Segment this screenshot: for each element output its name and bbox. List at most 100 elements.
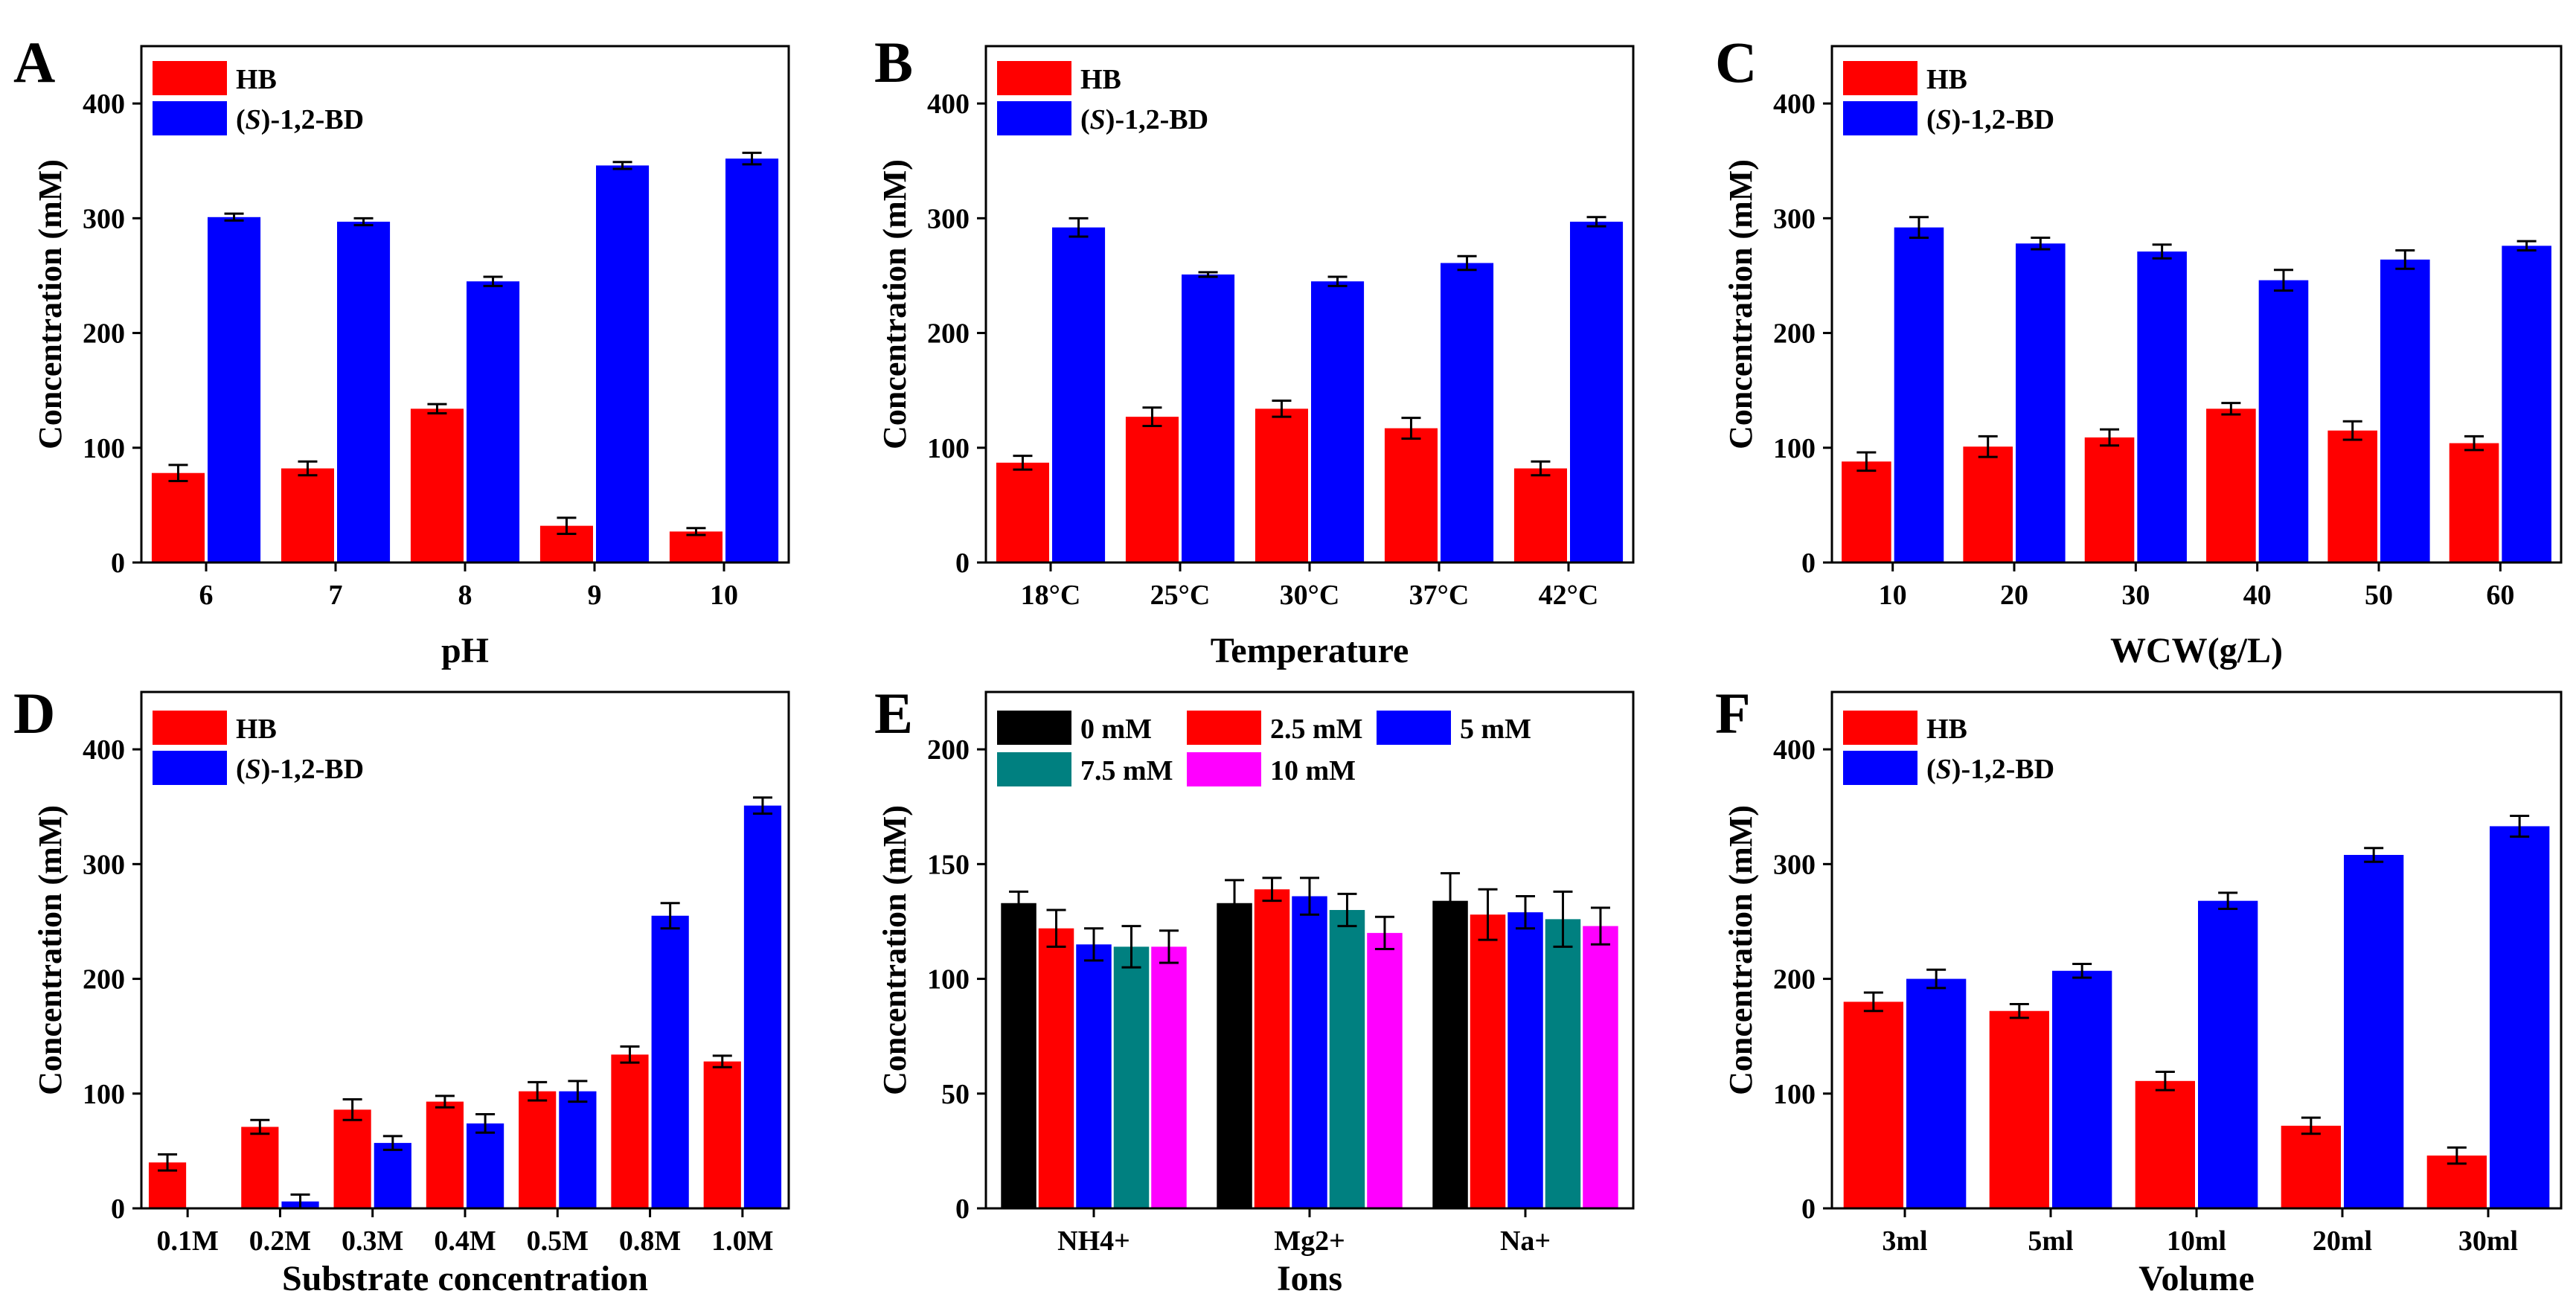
legend-swatch (153, 751, 227, 785)
error-bar (2221, 402, 2241, 416)
x-axis-title: Volume (2138, 1259, 2255, 1298)
x-tick-label: 25°C (1150, 580, 1211, 611)
bar-teal-mg2 (1329, 910, 1365, 1208)
error-bar (2342, 420, 2362, 441)
bar-bd-40 (2258, 280, 2309, 563)
error-bar (1300, 876, 1319, 916)
error-bar (742, 151, 762, 166)
x-tick-label: 6 (199, 580, 214, 611)
legend-label-italic: S (1936, 104, 1952, 135)
legend-swatch (997, 711, 1071, 745)
bar-teal-nh4 (1113, 946, 1150, 1208)
bar-bd-10ml (2198, 900, 2258, 1208)
y-tick-label: 0 (1801, 1193, 1816, 1225)
legend-label-suffix: )-1,2-BD (1952, 104, 2054, 135)
panel-label: A (13, 30, 55, 94)
bar-bd-7 (337, 221, 391, 563)
bar-hb-3ml (1843, 1001, 1903, 1208)
legend-label: (S)-1,2-BD (1926, 104, 2054, 135)
error-bar (250, 1118, 270, 1135)
error-bar (435, 1095, 455, 1109)
bar-hb-40 (2206, 408, 2256, 563)
error-bar (712, 1054, 732, 1068)
bar-hb-8 (410, 408, 464, 563)
bar-bd-60 (2502, 246, 2551, 563)
error-bar (2218, 891, 2238, 910)
y-tick-label: 400 (83, 89, 125, 120)
panel-label: C (1715, 30, 1757, 94)
y-tick-label: 400 (927, 89, 970, 120)
bar-hb-18c (996, 462, 1049, 563)
bar-bd-8 (467, 281, 520, 563)
x-tick-label: 0.5M (527, 1225, 589, 1257)
x-tick-label: 20ml (2313, 1225, 2372, 1257)
bar-hb-50 (2327, 430, 2377, 563)
error-bar (353, 217, 374, 227)
legend-label: HB (236, 64, 277, 95)
error-bar (660, 902, 680, 930)
bar-bd-04m (467, 1123, 504, 1208)
bar-hb-10 (669, 531, 723, 563)
error-bar (1337, 892, 1357, 928)
error-bar (1084, 927, 1103, 962)
bar-bd-03m (374, 1143, 411, 1208)
y-axis-title: Concentration (mM) (1723, 159, 1759, 449)
bar-teal-na (1545, 919, 1581, 1208)
bar-bd-mg2 (1292, 896, 1327, 1208)
legend-item: 10 mM (1187, 752, 1356, 786)
legend-swatch (997, 752, 1071, 786)
legend-item: (S)-1,2-BD (997, 101, 1208, 135)
error-bar (1046, 908, 1066, 948)
x-tick-label: 37°C (1409, 580, 1470, 611)
bar-bd-9 (596, 165, 650, 563)
bar-bd-5ml (2052, 970, 2112, 1208)
legend-swatch (1187, 711, 1261, 745)
y-tick-label: 50 (941, 1079, 970, 1110)
y-tick-label: 300 (927, 203, 970, 234)
error-bar (1068, 217, 1089, 238)
error-bar (1590, 906, 1610, 946)
legend-item: 7.5 mM (997, 752, 1173, 786)
legend-item: HB (1843, 61, 1967, 95)
y-tick-label: 400 (1773, 89, 1816, 120)
error-bar (2464, 435, 2484, 452)
bar-bd-05m (559, 1091, 597, 1208)
chart-panel-e: E 0 50 100 150 200 NH4+ Mg2+ Na+ Ions Concentratio… (874, 681, 1635, 1298)
x-tick-label: 10ml (2167, 1225, 2226, 1257)
error-bar (1159, 929, 1179, 964)
legend-label-prefix: ( (1080, 104, 1090, 135)
error-bar (1441, 872, 1461, 930)
error-bar (1586, 216, 1606, 228)
error-bar (1198, 271, 1218, 278)
error-bar (528, 1080, 548, 1102)
bar-hb-03m (333, 1109, 371, 1208)
y-tick-label: 200 (1773, 964, 1816, 996)
legend-label-italic: S (1090, 104, 1106, 135)
y-tick-label: 200 (83, 318, 125, 350)
y-tick-label: 100 (1773, 433, 1816, 464)
legend-swatch (153, 61, 227, 95)
error-bar (557, 516, 577, 535)
error-bar (2364, 847, 2384, 863)
y-tick-label: 300 (83, 849, 125, 880)
error-bar (1926, 968, 1947, 990)
y-tick-label: 0 (955, 1193, 970, 1225)
error-bar (1863, 991, 1883, 1013)
bar-bd-10m (743, 805, 782, 1208)
y-tick-label: 200 (927, 318, 970, 350)
legend-label: (S)-1,2-BD (1926, 754, 2054, 785)
x-tick-label: NH4+ (1057, 1225, 1130, 1257)
legend-item: 5 mM (1377, 711, 1531, 745)
x-axis-title: Ions (1277, 1259, 1342, 1298)
bar-hb-60 (2449, 443, 2499, 563)
legend-item: HB (1843, 711, 1967, 745)
error-bar (1121, 925, 1141, 969)
legend-label-suffix: )-1,2-BD (261, 104, 364, 135)
error-bar (382, 1135, 403, 1151)
chart-panel-c: C 0 100 200 300 400 10 20 30 40 50 60 WCW(g/L) Concen… (1715, 30, 2563, 670)
bar-bd-42c (1570, 221, 1624, 563)
legend-item: 2.5 mM (1187, 711, 1363, 745)
x-tick-label: Mg2+ (1274, 1225, 1345, 1257)
y-tick-label: 150 (927, 849, 970, 880)
legend-item: 0 mM (997, 711, 1152, 745)
